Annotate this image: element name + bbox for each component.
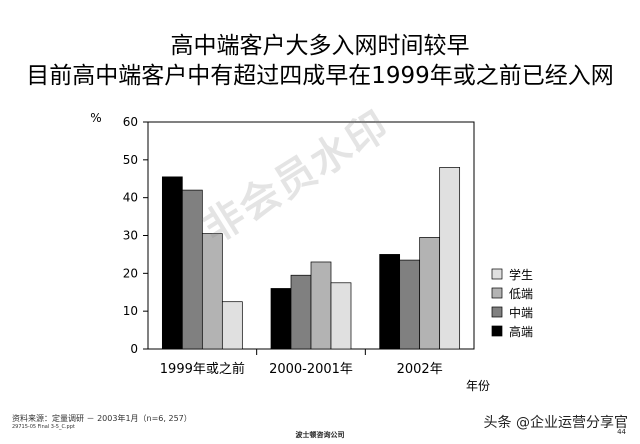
bar-0-2	[201, 233, 223, 350]
bar-1-0	[270, 288, 292, 350]
bar-0-0	[161, 176, 183, 350]
bar-0-1	[181, 189, 203, 350]
page-title: 高中端客户大多入网时间较早	[170, 33, 470, 59]
source-note: 资料来源：定量调研 － 2003年1月（n=6, 257）	[12, 414, 192, 423]
legend-swatch	[491, 287, 503, 299]
x-tick-label: 2000-2001年	[269, 362, 353, 377]
bar-2-3	[439, 167, 461, 350]
bar-2-0	[379, 254, 401, 350]
page-number: 44	[617, 428, 626, 436]
y-tick-label: 10	[123, 304, 138, 318]
y-tick-label: 20	[123, 266, 138, 280]
legend-label: 高端	[509, 324, 533, 339]
legend-label: 中端	[509, 305, 533, 320]
credit-line: 头条 @企业运营分享官	[483, 415, 628, 431]
bar-2-2	[419, 237, 441, 350]
bar-1-1	[290, 274, 312, 350]
y-tick-label: 50	[123, 153, 138, 167]
legend-label: 低端	[509, 287, 533, 301]
y-axis-label: %	[90, 111, 101, 125]
y-tick-label: 0	[130, 342, 138, 356]
legend-swatch	[491, 268, 503, 280]
legend-swatch	[491, 306, 503, 318]
bar-0-3	[221, 301, 243, 350]
company-name: 波士顿咨询公司	[295, 431, 345, 439]
bar-2-1	[399, 259, 421, 350]
y-tick-label: 30	[123, 229, 138, 243]
x-tick-label: 1999年或之前	[160, 361, 245, 377]
file-name: 29715-05 Final 3-5_C.ppt	[12, 424, 75, 430]
x-axis-label: 年份	[466, 379, 490, 393]
y-tick-label: 60	[123, 115, 138, 129]
legend-label: 学生	[509, 267, 533, 282]
x-tick-label: 2002年	[397, 362, 443, 377]
bar-1-2	[310, 261, 332, 350]
page-subtitle: 目前高中端客户中有超过四成早在1999年或之前已经入网	[26, 63, 614, 89]
bar-1-3	[330, 282, 352, 350]
y-tick-label: 40	[123, 191, 138, 205]
legend-swatch	[491, 325, 503, 337]
